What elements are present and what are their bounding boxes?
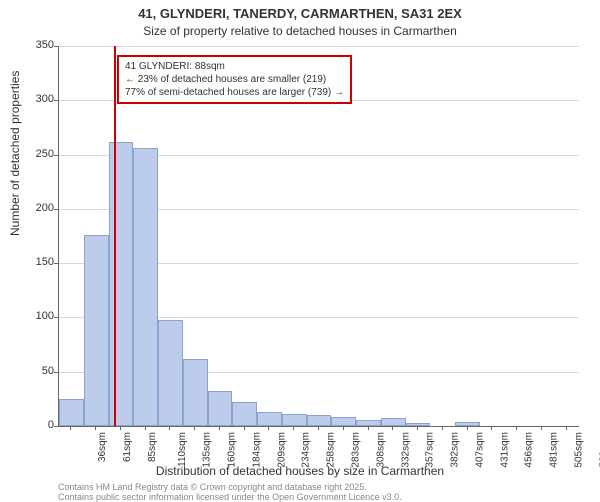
x-tick-label: 135sqm (202, 432, 213, 468)
y-tick-label: 100 (14, 310, 54, 322)
y-tick-mark (54, 155, 58, 156)
chart-container: 41, GLYNDERI, TANERDY, CARMARTHEN, SA31 … (0, 0, 600, 500)
x-tick-label: 184sqm (252, 432, 263, 468)
histogram-bar (257, 412, 282, 426)
x-tick-mark (293, 426, 294, 430)
histogram-bar (307, 415, 332, 426)
x-tick-label: 85sqm (147, 432, 158, 462)
x-tick-mark (541, 426, 542, 430)
x-tick-mark (268, 426, 269, 430)
x-tick-label: 382sqm (450, 432, 461, 468)
footer-line2: Contains public sector information licen… (58, 492, 402, 502)
x-tick-mark (219, 426, 220, 430)
marker-line (114, 46, 116, 426)
x-tick-mark (467, 426, 468, 430)
histogram-bar (84, 235, 109, 426)
x-tick-mark (368, 426, 369, 430)
y-tick-label: 250 (14, 148, 54, 160)
x-tick-label: 308sqm (375, 432, 386, 468)
x-tick-label: 160sqm (227, 432, 238, 468)
y-tick-label: 0 (14, 419, 54, 431)
plot-area: 41 GLYNDERI: 88sqm ← 23% of detached hou… (58, 46, 579, 427)
histogram-bar (356, 420, 381, 427)
histogram-bar (208, 391, 233, 426)
x-tick-mark (244, 426, 245, 430)
x-tick-mark (343, 426, 344, 430)
histogram-bar (59, 399, 84, 426)
y-tick-mark (54, 46, 58, 47)
x-tick-mark (95, 426, 96, 430)
x-tick-label: 481sqm (549, 432, 560, 468)
x-tick-mark (145, 426, 146, 430)
y-tick-label: 50 (14, 365, 54, 377)
annotation-line2: ← 23% of detached houses are smaller (21… (125, 73, 344, 86)
histogram-bar (331, 417, 356, 426)
y-tick-mark (54, 209, 58, 210)
histogram-bar (158, 320, 183, 426)
histogram-bar (232, 402, 257, 426)
y-tick-mark (54, 100, 58, 101)
x-tick-mark (194, 426, 195, 430)
histogram-bar (133, 148, 158, 426)
annotation-line1: 41 GLYNDERI: 88sqm (125, 60, 344, 73)
x-tick-label: 61sqm (122, 432, 133, 462)
x-tick-label: 258sqm (326, 432, 337, 468)
x-tick-mark (566, 426, 567, 430)
x-tick-mark (169, 426, 170, 430)
chart-title-line2: Size of property relative to detached ho… (0, 24, 600, 38)
x-tick-label: 407sqm (474, 432, 485, 468)
y-tick-label: 350 (14, 39, 54, 51)
x-tick-label: 110sqm (177, 432, 188, 467)
x-tick-label: 431sqm (499, 432, 510, 468)
x-tick-mark (417, 426, 418, 430)
x-tick-label: 283sqm (351, 432, 362, 468)
y-tick-mark (54, 372, 58, 373)
grid-line (59, 46, 579, 47)
x-tick-mark (491, 426, 492, 430)
x-tick-mark (70, 426, 71, 430)
x-tick-label: 456sqm (524, 432, 535, 468)
histogram-bar (183, 359, 208, 426)
chart-title-line1: 41, GLYNDERI, TANERDY, CARMARTHEN, SA31 … (0, 6, 600, 21)
x-tick-mark (392, 426, 393, 430)
histogram-bar (381, 418, 406, 426)
annotation-line3: 77% of semi-detached houses are larger (… (125, 86, 344, 99)
x-tick-label: 332sqm (400, 432, 411, 468)
x-tick-label: 505sqm (573, 432, 584, 468)
x-tick-mark (442, 426, 443, 430)
x-tick-label: 234sqm (301, 432, 312, 468)
footer-line1: Contains HM Land Registry data © Crown c… (58, 482, 367, 492)
histogram-bar (455, 422, 480, 426)
y-tick-mark (54, 263, 58, 264)
x-tick-label: 36sqm (97, 432, 108, 462)
annotation-box: 41 GLYNDERI: 88sqm ← 23% of detached hou… (117, 55, 352, 104)
histogram-bar (282, 414, 307, 426)
x-tick-mark (318, 426, 319, 430)
x-tick-label: 357sqm (425, 432, 436, 468)
x-tick-mark (516, 426, 517, 430)
y-tick-mark (54, 426, 58, 427)
y-tick-label: 200 (14, 202, 54, 214)
x-tick-label: 209sqm (276, 432, 287, 468)
y-tick-label: 150 (14, 256, 54, 268)
y-tick-mark (54, 317, 58, 318)
y-tick-label: 300 (14, 93, 54, 105)
histogram-bar (109, 142, 134, 426)
x-tick-mark (120, 426, 121, 430)
